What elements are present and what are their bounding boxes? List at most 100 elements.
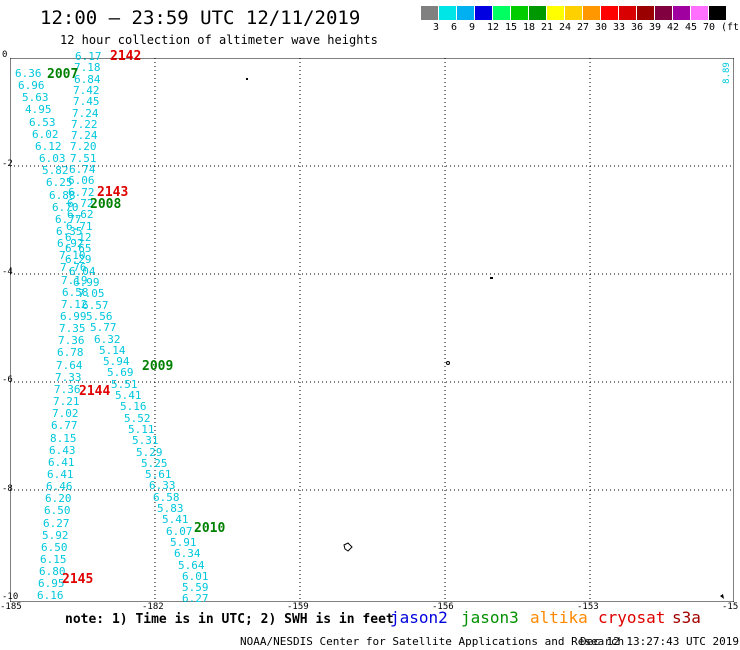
y-axis-label: -10 [2,592,19,602]
pass-time-label: 2007 [47,67,79,82]
colorbar-label: 24 [559,22,572,33]
wave-height-value: 7.19 [61,274,88,287]
wave-height-value: 7.51 [70,152,97,165]
wave-height-value: 6.74 [69,163,96,176]
legend-item-altika: altika [530,608,588,627]
wave-height-value: 7.20 [70,140,97,153]
x-axis-label: -153 [577,602,599,612]
wave-height-value: 6.02 [32,128,59,141]
wave-height-value: 6.65 [65,242,92,255]
map-plot-area [10,58,734,602]
wave-height-value: 6.77 [55,213,82,226]
grid-lines [10,58,734,602]
wave-height-value: 6.50 [41,541,68,554]
wave-height-value: 7.10 [59,249,86,262]
colorbar-label: 3 [433,22,440,33]
wave-height-value: 6.36 [15,67,42,80]
wave-height-value: 5.91 [170,536,197,549]
wave-height-value: 6.88 [49,189,76,202]
island-marker [246,78,248,80]
wave-height-value: 6.62 [67,208,94,221]
wave-height-value: 6.35 [56,225,83,238]
wave-height-value: 7.02 [52,407,79,420]
x-axis-label: -156 [432,602,454,612]
colorbar-swatch [457,6,474,20]
wave-height-value: 6.07 [166,525,193,538]
pass-time-label: 2008 [90,197,122,212]
wave-height-value: 4.95 [25,103,52,116]
wave-height-value: 5.82 [42,164,69,177]
wave-height-value: 6.70 [52,201,79,214]
colorbar-label: 33 [613,22,626,33]
wave-height-value: 6.50 [44,504,71,517]
colorbar-swatch [583,6,600,20]
wave-height-value: 6.33 [149,479,176,492]
wave-height-value: 6.29 [65,253,92,266]
colorbar-swatch [511,6,528,20]
wave-height-value: 8.15 [50,432,77,445]
pass-time-label: 2009 [142,359,174,374]
wave-height-value: 6.46 [46,480,73,493]
pass-time-label: 2145 [62,572,94,587]
colorbar-label: 30 [595,22,608,33]
colorbar-swatch [601,6,618,20]
x-axis-label: -159 [287,602,309,612]
y-axis-label: -8 [2,484,13,494]
wave-height-value: 5.94 [103,355,130,368]
note-text: note: 1) Time is in UTC; 2) SWH is in fe… [65,612,394,627]
colorbar-swatch [709,6,726,20]
wave-height-value: 5.63 [22,91,49,104]
wave-height-value: 6.71 [66,220,93,233]
map-subtitle: 12 hour collection of altimeter wave hei… [60,33,378,47]
wave-height-value: 6.12 [65,231,92,244]
wave-height-value: 6.99 [73,276,100,289]
wave-height-value: 7.05 [78,287,105,300]
colorbar-unit-label: (ft) [721,22,740,33]
colorbar-label: 27 [577,22,590,33]
wave-height-value: 6.57 [82,299,109,312]
legend-item-s3a: s3a [672,608,701,627]
wave-height-value: 5.11 [128,423,155,436]
wave-height-value: 6.20 [45,492,72,505]
pass-time-label: 2142 [110,49,142,64]
colorbar-swatch [529,6,546,20]
wave-height-value: 5.31 [132,434,159,447]
colorbar-swatch [655,6,672,20]
x-axis-label: -15 [722,602,739,612]
edge-wave-height-value: 8.89 [721,62,732,84]
wave-height-value: 7.42 [73,84,100,97]
wave-height-value: 5.14 [99,344,126,357]
island-marker [343,542,353,552]
wave-height-value: 7.36 [54,383,81,396]
colorbar-label: 15 [505,22,518,33]
wave-height-value: 7.36 [58,334,85,347]
colorbar-label: 70 [703,22,716,33]
pass-time-label: 2143 [97,185,129,200]
wave-height-value: 6.27 [182,592,209,605]
y-axis-label: -6 [2,375,13,385]
colorbar-swatch [475,6,492,20]
wave-height-value: 6.32 [94,333,121,346]
wave-height-value: 6.92 [57,237,84,250]
wave-height-value: 5.52 [124,412,151,425]
colorbar-label: 12 [487,22,500,33]
wave-height-value: 6.96 [18,79,45,92]
colorbar-label: 21 [541,22,554,33]
wave-height-value: 6.80 [39,565,66,578]
wave-height-value: 7.24 [71,129,98,142]
wave-height-value: 6.41 [47,468,74,481]
colorbar-swatch [619,6,636,20]
wave-height-value: 7.33 [55,371,82,384]
wave-height-value: 6.78 [57,346,84,359]
wave-height-value: 5.56 [86,310,113,323]
legend-item-cryosat: cryosat [598,608,666,627]
wave-height-value: 6.77 [51,419,78,432]
map-title: 12:00 – 23:59 UTC 12/11/2019 [40,7,361,29]
colorbar-label: 6 [451,22,458,33]
timestamp-text: Dec 12 13:27:43 UTC 2019 [580,635,739,648]
colorbar-label: 39 [649,22,662,33]
pass-time-label: 2010 [194,521,226,536]
colorbar-label: 9 [469,22,476,33]
wave-height-value: 6.58 [153,491,180,504]
